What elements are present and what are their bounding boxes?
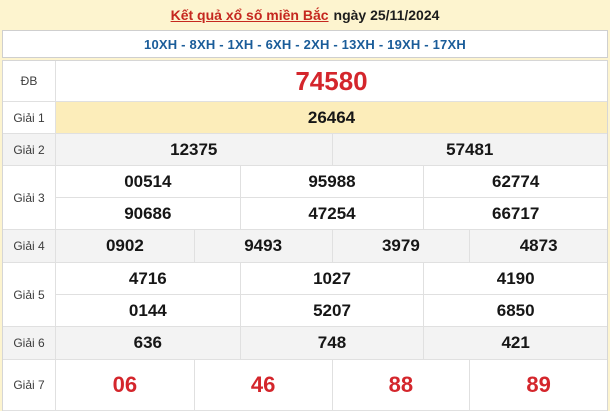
station-codes-bar: 10XH - 8XH - 1XH - 6XH - 2XH - 13XH - 19… bbox=[2, 30, 608, 58]
prize-value: 4873 bbox=[469, 230, 607, 262]
prize-value: 0902 bbox=[105, 236, 144, 255]
prize-values: 06 46 88 89 bbox=[56, 360, 607, 410]
station-codes-text: 10XH - 8XH - 1XH - 6XH - 2XH - 13XH - 19… bbox=[144, 36, 466, 52]
prize-label: Giải 2 bbox=[3, 134, 56, 165]
prize-label: Giải 7 bbox=[3, 360, 56, 410]
prize-value: 4190 bbox=[423, 263, 607, 294]
prize-row-4: Giải 4 0902 9493 3979 4873 bbox=[3, 230, 607, 263]
page-header: Kết quả xổ số miền Bắc ngày 25/11/2024 bbox=[0, 0, 610, 30]
prize-value: 5207 bbox=[239, 294, 424, 326]
prize-value: 26464 bbox=[307, 107, 356, 127]
prize-value: 748 bbox=[239, 327, 424, 359]
draw-date: ngày 25/11/2024 bbox=[333, 7, 440, 23]
prize-values: 0902 9493 3979 4873 bbox=[56, 230, 607, 262]
lottery-title-link[interactable]: Kết quả xổ số miền Bắc bbox=[170, 7, 329, 23]
results-table: ĐB 74580 Giải 1 26464 Giải 2 12375 57481… bbox=[2, 60, 608, 411]
prize-value: 421 bbox=[423, 327, 607, 359]
prize-label: Giải 1 bbox=[3, 102, 56, 133]
prize-values: 4716 1027 4190 0144 5207 6850 bbox=[56, 263, 607, 326]
prize-value: 1027 bbox=[239, 263, 424, 294]
prize-value: 00514 bbox=[124, 171, 172, 191]
prize-values: 00514 95988 62774 90686 47254 66717 bbox=[56, 166, 607, 229]
prize-value: 88 bbox=[331, 360, 470, 410]
prize-value: 57481 bbox=[331, 134, 608, 165]
prize-label: Giải 3 bbox=[3, 166, 56, 229]
prize-row-2: Giải 2 12375 57481 bbox=[3, 134, 607, 166]
prize-value: 95988 bbox=[239, 166, 424, 197]
prize-row-6: Giải 6 636 748 421 bbox=[3, 327, 607, 360]
prize-label: Giải 6 bbox=[3, 327, 56, 359]
prize-row-1: Giải 1 26464 bbox=[3, 102, 607, 134]
prize-value: 6850 bbox=[423, 294, 607, 326]
prize-value: 9493 bbox=[193, 230, 332, 262]
prize-label: ĐB bbox=[3, 61, 56, 101]
prize-value: 12375 bbox=[170, 139, 218, 159]
prize-value: 0144 bbox=[56, 294, 240, 326]
prize-row-5: Giải 5 4716 1027 4190 0144 5207 6850 bbox=[3, 263, 607, 327]
prize-value: 74580 bbox=[295, 65, 368, 96]
prize-value: 47254 bbox=[239, 197, 424, 229]
prize-value: 46 bbox=[193, 360, 332, 410]
prize-values: 26464 bbox=[56, 102, 607, 133]
prize-value: 62774 bbox=[423, 166, 607, 197]
prize-row-special: ĐB 74580 bbox=[3, 61, 607, 102]
prize-values: 636 748 421 bbox=[56, 327, 607, 359]
prize-label: Giải 5 bbox=[3, 263, 56, 326]
prize-row-3: Giải 3 00514 95988 62774 90686 47254 667… bbox=[3, 166, 607, 230]
prize-values: 12375 57481 bbox=[56, 134, 607, 165]
prize-label: Giải 4 bbox=[3, 230, 56, 262]
prize-value: 90686 bbox=[56, 197, 240, 229]
prize-value: 06 bbox=[112, 372, 138, 397]
prize-value: 89 bbox=[469, 360, 607, 410]
prize-value: 66717 bbox=[423, 197, 607, 229]
prize-value: 4716 bbox=[128, 268, 167, 288]
prize-value: 3979 bbox=[331, 230, 470, 262]
prize-values: 74580 bbox=[56, 61, 607, 101]
prize-row-7: Giải 7 06 46 88 89 bbox=[3, 360, 607, 411]
prize-value: 636 bbox=[133, 333, 163, 352]
